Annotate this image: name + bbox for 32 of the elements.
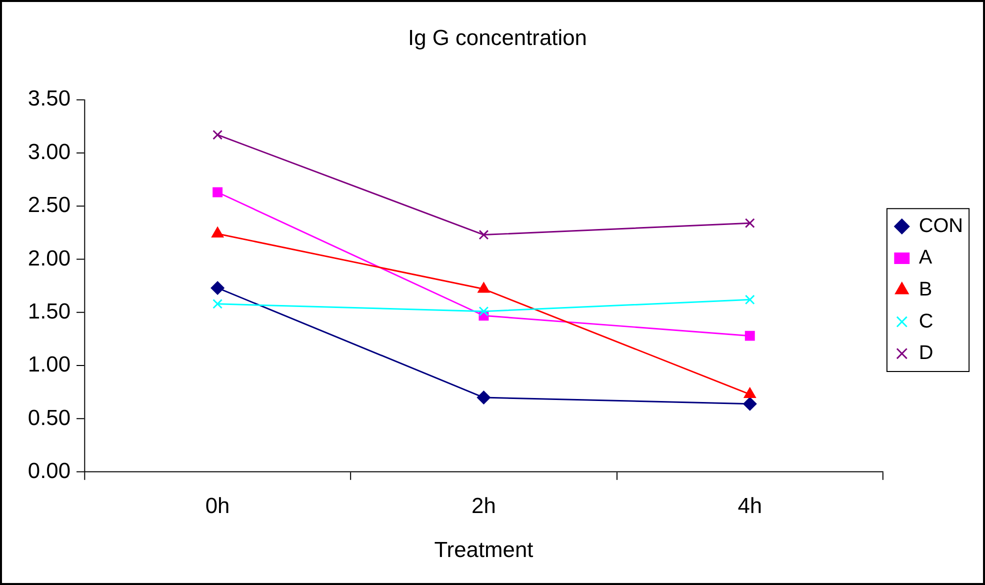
point bbox=[744, 218, 755, 228]
point bbox=[743, 397, 757, 411]
y-tick-label: 2.50 bbox=[28, 192, 71, 218]
x-axis-title: Treatment bbox=[434, 537, 534, 562]
chart-title: Ig G concentration bbox=[408, 24, 587, 50]
y-tick-label: 0.50 bbox=[28, 404, 71, 430]
y-tick-label: 3.00 bbox=[28, 138, 71, 164]
y-tick-label: 1.50 bbox=[28, 298, 71, 324]
point bbox=[477, 390, 490, 404]
point bbox=[744, 388, 756, 398]
point bbox=[478, 282, 490, 293]
point bbox=[744, 330, 755, 341]
point bbox=[210, 281, 224, 295]
y-tick-label: 2.00 bbox=[28, 245, 71, 270]
y-tick-label: 0.00 bbox=[28, 458, 71, 483]
x-tick-label: 2h bbox=[472, 492, 496, 518]
x-tick-label: 0h bbox=[205, 492, 230, 518]
legend-label: C bbox=[918, 310, 934, 332]
legend-label: D bbox=[918, 342, 934, 364]
y-tick-label: 3.50 bbox=[28, 86, 71, 111]
legend-label: CON bbox=[918, 214, 964, 237]
point bbox=[478, 306, 489, 316]
point bbox=[212, 227, 224, 238]
legend-label: A bbox=[918, 246, 933, 269]
point bbox=[744, 294, 755, 305]
point bbox=[212, 298, 223, 309]
point bbox=[478, 230, 489, 240]
point bbox=[212, 130, 223, 140]
legend-label: B bbox=[918, 278, 932, 300]
point bbox=[212, 187, 223, 198]
x-tick-label: 4h bbox=[738, 492, 762, 518]
y-tick-label: 1.00 bbox=[28, 352, 71, 377]
